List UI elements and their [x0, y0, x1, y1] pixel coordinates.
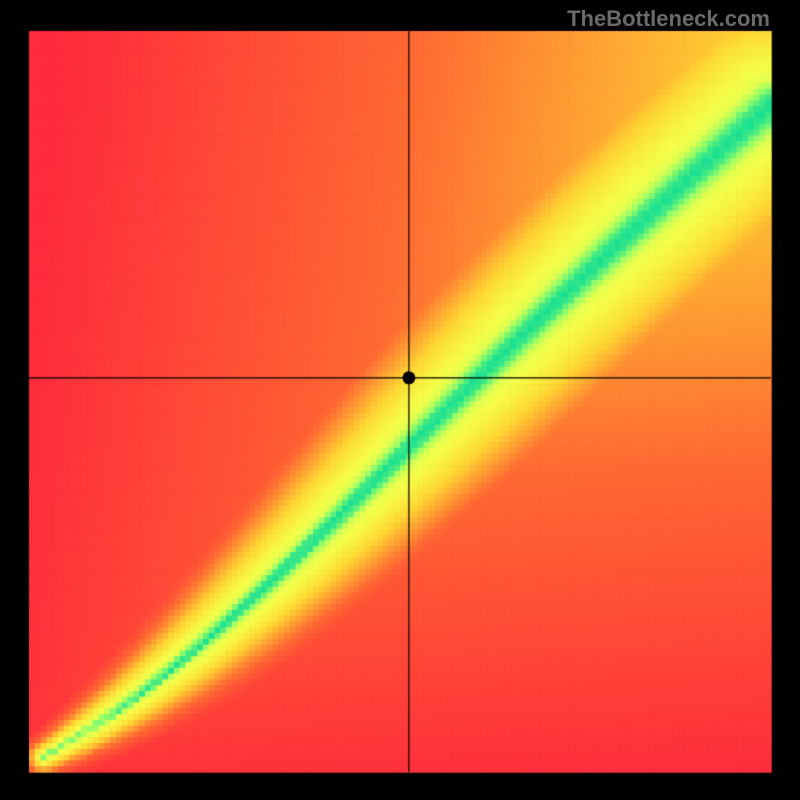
bottleneck-heatmap [0, 0, 800, 800]
figure-container: { "watermark": { "text": "TheBottleneck.… [0, 0, 800, 800]
watermark-text: TheBottleneck.com [567, 6, 770, 32]
